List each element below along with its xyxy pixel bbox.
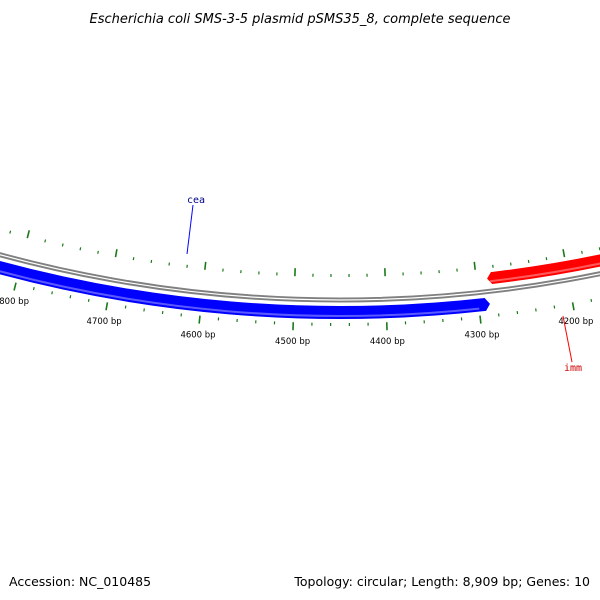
minor-tick	[61, 243, 64, 247]
gene-cea-highlight	[0, 270, 480, 317]
gene-cea-arrow[interactable]	[0, 255, 490, 319]
inner-tick-marks	[9, 230, 600, 277]
minor-tick	[97, 250, 99, 254]
map-title: Escherichia coli SMS-3-5 plasmid pSMS35_…	[90, 12, 511, 27]
gene-imm-label[interactable]: imm	[564, 363, 582, 374]
gene-cea-leader-line	[186, 204, 194, 255]
minor-tick	[87, 298, 90, 303]
gene-cea-body	[0, 260, 490, 319]
major-tick	[26, 230, 31, 239]
major-tick	[479, 315, 482, 324]
tick-label: 4400 bp	[370, 337, 405, 347]
outer-tick-marks	[13, 282, 593, 331]
major-tick	[105, 302, 109, 311]
major-tick	[13, 282, 17, 291]
tick-labels: 4800 bp 4700 bp 4600 bp 4500 bp 4400 bp 4300 …	[0, 297, 593, 347]
plasmid-backbone-highlight	[0, 254, 600, 301]
gene-cea-label[interactable]: cea	[187, 195, 205, 206]
gene-imm-highlight	[489, 262, 600, 283]
minor-tick	[79, 247, 82, 251]
minor-tick	[44, 239, 47, 243]
gene-imm-arrow[interactable]	[487, 204, 600, 284]
gene-imm-leader-line	[562, 315, 573, 363]
minor-tick	[51, 291, 53, 295]
tick-label: 4500 bp	[275, 337, 310, 347]
tick-label: 4200 bp	[558, 317, 593, 327]
major-tick	[198, 315, 201, 324]
accession-text: Accession: NC_010485	[9, 574, 151, 589]
major-tick	[562, 249, 566, 258]
tick-label: 4600 bp	[180, 331, 215, 341]
minor-tick	[590, 298, 593, 303]
gene-imm-body	[487, 254, 600, 284]
major-tick	[204, 261, 207, 270]
minor-tick	[69, 295, 72, 299]
major-tick	[473, 261, 476, 270]
map-summary-text: Topology: circular; Length: 8,909 bp; Ge…	[293, 574, 590, 589]
minor-tick	[9, 230, 12, 234]
major-tick	[114, 249, 118, 258]
tick-label: 4800 bp	[0, 297, 29, 307]
tick-label: 4300 bp	[464, 331, 499, 341]
tick-label: 4700 bp	[87, 317, 122, 327]
minor-tick	[581, 250, 583, 254]
major-tick	[571, 302, 575, 311]
minor-tick	[32, 287, 35, 291]
